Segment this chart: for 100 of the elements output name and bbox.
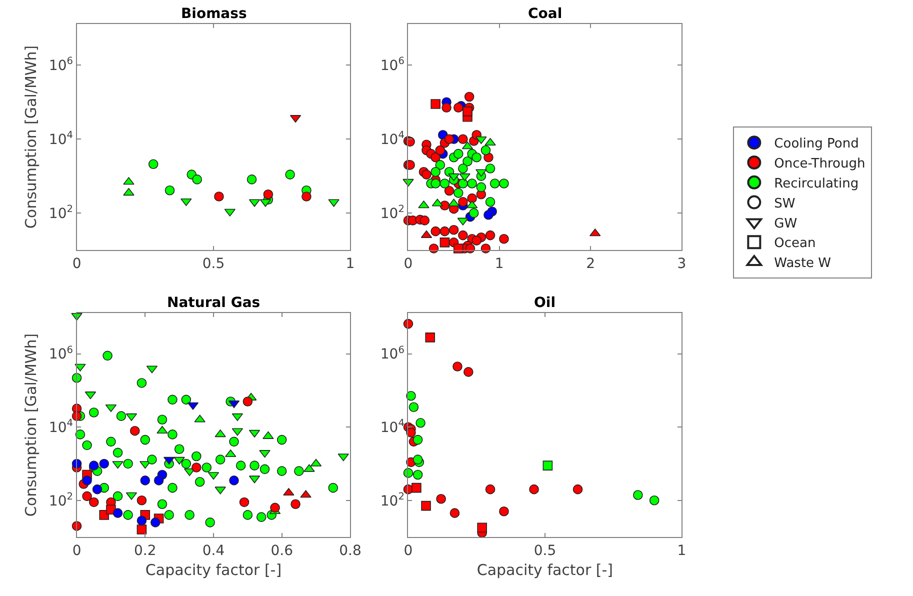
legend-label: Waste W xyxy=(774,256,832,272)
point xyxy=(263,189,274,200)
point xyxy=(236,460,246,470)
legend-label: GW xyxy=(774,216,798,232)
point xyxy=(425,332,436,342)
point xyxy=(440,238,450,248)
point xyxy=(112,448,123,458)
y-tick-label: 10$^{2}$ xyxy=(380,204,404,222)
point xyxy=(194,476,205,487)
y-axis-title: Consumption [Gal/MWh] xyxy=(22,333,40,517)
point xyxy=(468,208,479,218)
point xyxy=(430,152,440,162)
point xyxy=(99,458,110,469)
x-tick-label: 1 xyxy=(494,256,504,272)
y-tick-label: 10$^{6}$ xyxy=(380,56,404,74)
point xyxy=(442,102,452,113)
point xyxy=(276,434,287,445)
point xyxy=(242,510,253,520)
point xyxy=(106,436,116,447)
x-axis-title: Capacity factor [-] xyxy=(145,560,282,579)
point xyxy=(290,499,300,510)
point xyxy=(123,510,133,520)
point xyxy=(467,178,477,188)
point xyxy=(260,464,270,474)
point xyxy=(480,145,491,156)
point xyxy=(572,484,583,494)
point xyxy=(164,185,175,196)
point xyxy=(192,451,202,462)
point xyxy=(136,524,147,534)
point xyxy=(276,466,287,476)
point xyxy=(476,182,486,192)
chart-title: Natural Gas xyxy=(167,295,260,311)
point xyxy=(224,449,236,458)
point xyxy=(499,506,509,516)
point xyxy=(285,170,295,180)
point xyxy=(180,198,192,206)
x-tick-label: 0 xyxy=(72,542,82,559)
point xyxy=(136,516,147,526)
point xyxy=(150,518,160,528)
point xyxy=(148,159,158,170)
y-tick-label: 10$^{4}$ xyxy=(48,418,73,436)
point xyxy=(416,418,426,428)
point xyxy=(242,396,253,406)
point xyxy=(462,106,472,116)
point xyxy=(123,458,133,469)
point xyxy=(270,502,280,513)
point xyxy=(422,170,432,180)
point xyxy=(88,408,99,418)
point xyxy=(412,482,422,493)
point xyxy=(205,518,215,528)
y-tick-label: 10$^{2}$ xyxy=(380,491,404,510)
legend-label: Once-Through xyxy=(774,156,866,172)
y-tick-label: 10$^{4}$ xyxy=(48,130,73,148)
point xyxy=(450,508,460,518)
point xyxy=(452,362,462,372)
point xyxy=(420,216,430,226)
point xyxy=(430,178,440,188)
point xyxy=(499,178,509,188)
point xyxy=(250,460,260,470)
point xyxy=(464,92,474,102)
point xyxy=(458,230,468,240)
point xyxy=(246,174,257,184)
point xyxy=(453,244,464,254)
point xyxy=(453,188,464,198)
point xyxy=(472,236,482,246)
point xyxy=(435,160,446,170)
x-tick-label: 1 xyxy=(346,256,355,272)
point xyxy=(485,484,496,494)
point xyxy=(477,522,487,533)
point xyxy=(130,426,140,436)
point xyxy=(542,460,553,470)
point xyxy=(239,497,250,508)
point xyxy=(458,197,468,207)
x-tick-label: 0.4 xyxy=(202,542,225,559)
point xyxy=(430,99,440,109)
x-tick-label: 0.5 xyxy=(202,256,225,272)
point xyxy=(256,512,266,522)
point xyxy=(408,402,419,412)
point xyxy=(444,134,454,144)
point xyxy=(476,136,487,144)
point xyxy=(82,440,92,450)
x-tick-label: 0 xyxy=(404,256,413,272)
point xyxy=(92,484,102,494)
y-tick-label: 10$^{4}$ xyxy=(380,130,404,148)
point xyxy=(229,436,239,447)
point xyxy=(140,476,150,486)
point xyxy=(485,230,496,240)
point xyxy=(202,462,212,472)
x-axis-title: Capacity factor [-] xyxy=(476,560,614,579)
point xyxy=(484,210,494,220)
point xyxy=(490,178,500,188)
point xyxy=(440,226,450,236)
y-axis-title: Consumption [Gal/MWh] xyxy=(22,45,40,229)
x-tick-label: 0 xyxy=(404,542,413,559)
point xyxy=(467,193,477,204)
x-tick-label: 0 xyxy=(72,256,82,272)
x-tick-label: 0.2 xyxy=(134,542,156,559)
point xyxy=(112,491,123,502)
point xyxy=(649,495,660,506)
point xyxy=(140,434,150,445)
